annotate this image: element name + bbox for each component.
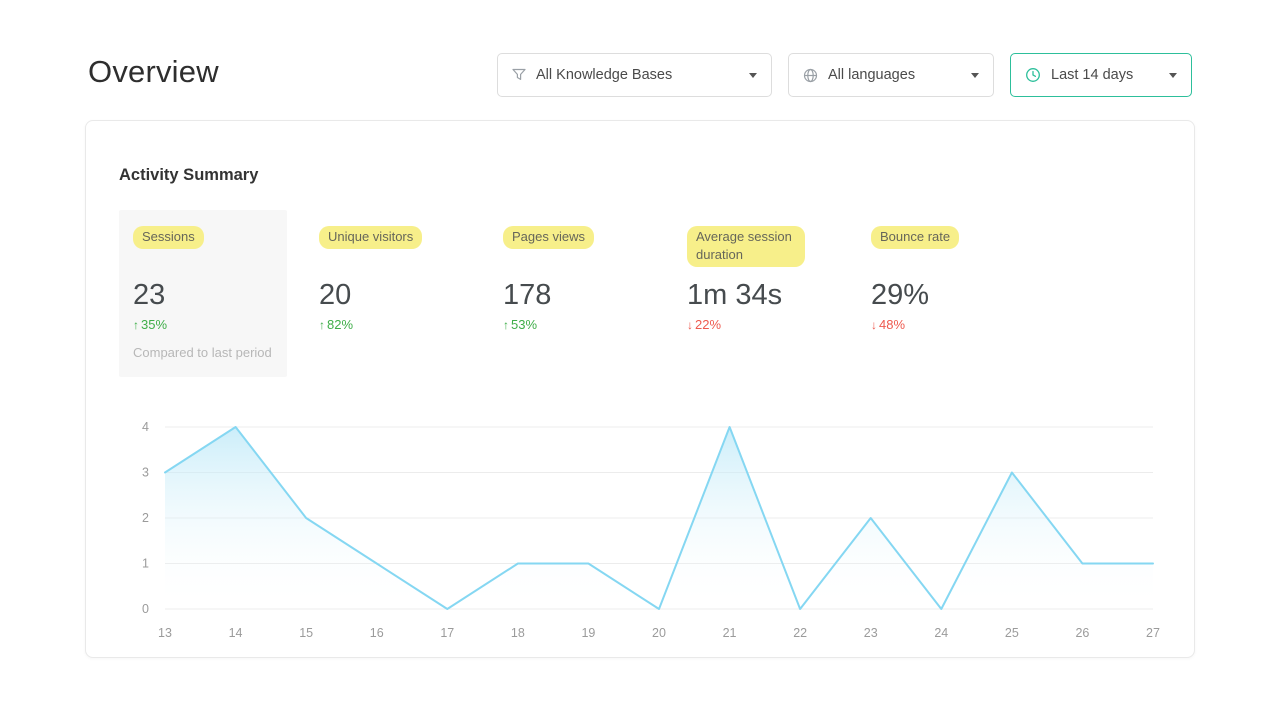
stat-label: Pages views: [503, 226, 594, 250]
knowledge-bases-filter-icon: [512, 68, 526, 82]
svg-text:16: 16: [370, 626, 384, 640]
stat-delta-value: 82%: [327, 316, 354, 332]
chart-area: 0 1 2 3 4 13 14 15 16 17 18 19 20 21 22 23 24 25 26 27: [119, 415, 1161, 650]
stat-sessions: Sessions 23 ↑ 35% Compared to last period: [119, 210, 287, 377]
svg-text:25: 25: [1005, 626, 1019, 640]
svg-text:19: 19: [581, 626, 595, 640]
stat-delta: ↑ 35%: [133, 317, 273, 332]
page-title: Overview: [88, 54, 219, 89]
stat-unique-visitors: Unique visitors 20 ↑ 82%: [319, 210, 503, 332]
stat-label: Average session duration: [687, 226, 805, 268]
card-title: Activity Summary: [119, 166, 259, 184]
stat-value: 20: [319, 279, 352, 311]
knowledge-bases-value: All Knowledge Bases: [536, 67, 673, 83]
stat-bounce-rate: Bounce rate 29% ↓ 48%: [871, 210, 1055, 332]
stat-label: Sessions: [133, 226, 204, 250]
stat-delta-value: 35%: [141, 316, 168, 332]
stat-delta: ↓ 48%: [871, 317, 1055, 332]
knowledge-bases-select[interactable]: All Knowledge Bases: [497, 53, 772, 97]
stat-delta-value: 22%: [695, 316, 722, 332]
stat-note: Compared to last period: [133, 344, 272, 360]
stat-label: Unique visitors: [319, 226, 423, 250]
svg-text:20: 20: [652, 626, 666, 640]
svg-text:3: 3: [142, 466, 149, 480]
language-value: All languages: [828, 67, 916, 83]
stat-delta: ↑ 82%: [319, 317, 503, 332]
svg-text:23: 23: [864, 626, 878, 640]
svg-text:15: 15: [299, 626, 313, 640]
globe-icon: [803, 68, 818, 83]
stat-value: 1m 34s: [687, 279, 783, 311]
stat-delta: ↑ 53%: [503, 317, 687, 332]
date-range-value: Last 14 days: [1051, 67, 1134, 83]
svg-text:14: 14: [229, 626, 243, 640]
svg-text:2: 2: [142, 511, 149, 525]
svg-text:26: 26: [1075, 626, 1089, 640]
svg-text:4: 4: [142, 420, 149, 434]
trend-arrow-icon: ↓: [687, 317, 693, 332]
language-select[interactable]: All languages: [788, 53, 994, 97]
chevron-down-icon: [749, 72, 757, 78]
clock-icon: [1025, 67, 1041, 83]
svg-text:24: 24: [934, 626, 948, 640]
stat-delta-value: 48%: [879, 316, 906, 332]
activity-summary-card: Activity Summary Sessions 23 ↑ 35% Compar…: [85, 120, 1195, 658]
svg-text:21: 21: [723, 626, 737, 640]
svg-text:1: 1: [142, 557, 149, 571]
trend-arrow-icon: ↑: [133, 317, 139, 332]
stat-delta: ↓ 22%: [687, 317, 871, 332]
stat-pages-views: Pages views 178 ↑ 53%: [503, 210, 687, 332]
svg-text:17: 17: [440, 626, 454, 640]
stat-value: 178: [503, 279, 552, 311]
trend-arrow-icon: ↓: [871, 317, 877, 332]
svg-text:27: 27: [1146, 626, 1160, 640]
stat-avg-session-duration: Average session duration 1m 34s ↓ 22%: [687, 210, 871, 332]
svg-text:0: 0: [142, 602, 149, 616]
stat-value: 29%: [871, 279, 930, 311]
trend-arrow-icon: ↑: [503, 317, 509, 332]
svg-text:13: 13: [158, 626, 172, 640]
filter-bar: All Knowledge Bases All languages Last 1…: [497, 53, 1192, 97]
svg-text:22: 22: [793, 626, 807, 640]
stats-row: Sessions 23 ↑ 35% Compared to last period…: [119, 210, 1161, 377]
stat-delta-value: 53%: [511, 316, 538, 332]
stat-value: 23: [133, 279, 166, 311]
trend-arrow-icon: ↑: [319, 317, 325, 332]
stat-label: Bounce rate: [871, 226, 960, 250]
chevron-down-icon: [1169, 72, 1177, 78]
chevron-down-icon: [971, 72, 979, 78]
date-range-select[interactable]: Last 14 days: [1010, 53, 1192, 97]
svg-text:18: 18: [511, 626, 525, 640]
